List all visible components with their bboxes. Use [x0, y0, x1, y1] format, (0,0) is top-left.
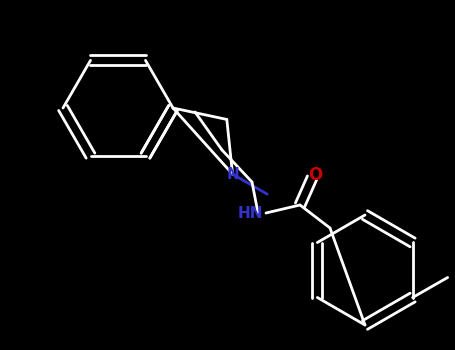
Text: HN: HN: [237, 205, 263, 220]
Text: O: O: [308, 166, 322, 184]
Text: N: N: [226, 167, 239, 182]
